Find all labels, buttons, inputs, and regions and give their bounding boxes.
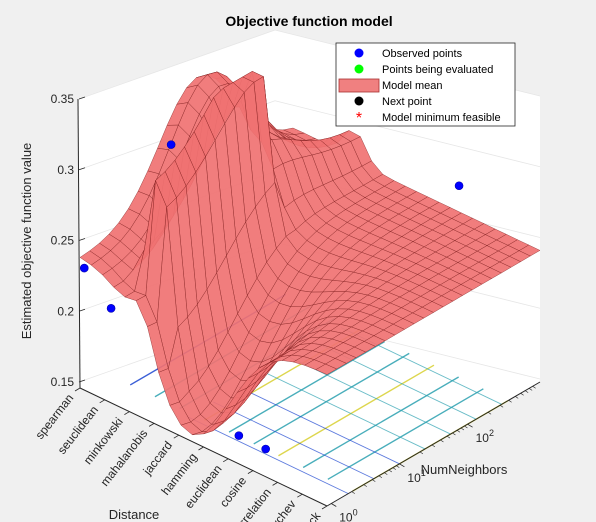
x-minor-tick [396, 465, 400, 468]
x-axis-ticks: 100 101 102 [331, 386, 536, 522]
z-axis-ticks: 0.15 0.2 0.25 0.3 0.35 [51, 92, 86, 389]
x-tick-label: 102 [476, 428, 494, 445]
x-minor-tick [487, 411, 492, 415]
x-minor-tick [392, 467, 396, 470]
legend: Observed points Points being evaluated Mod… [335, 42, 516, 127]
x-minor-tick [419, 451, 424, 455]
x-minor-tick [452, 432, 456, 436]
y-tick-mark [74, 387, 81, 392]
y-tick-mark [247, 470, 254, 474]
y-tick-mark [148, 423, 155, 427]
observed-point [166, 140, 176, 149]
x-minor-tick [525, 390, 529, 393]
x-minor-tick [363, 484, 367, 487]
y-tick-label: cosine [217, 474, 250, 510]
x-tick-label: 101 [407, 468, 425, 485]
x-minor-tick [431, 444, 436, 448]
z-axis-label: Estimated objective function value [19, 143, 34, 340]
contour-line [238, 386, 400, 465]
contour-line [264, 371, 426, 450]
model-mean-surface [79, 70, 541, 435]
x-minor-tick [520, 393, 524, 396]
legend-marker-patch [338, 78, 380, 93]
x-minor-tick [372, 479, 376, 482]
z-tick-mark [78, 379, 86, 383]
observed-point [261, 444, 270, 454]
z-tick-label: 0.3 [57, 163, 74, 177]
x-tick-label: 100 [339, 508, 357, 522]
legend-marker-2 [354, 64, 364, 74]
y-tick-mark [198, 446, 204, 451]
z-tick-label: 0.15 [51, 375, 75, 389]
observed-point [79, 263, 89, 273]
x-minor-tick [532, 386, 536, 389]
x-minor-tick [464, 425, 468, 429]
observed-point [234, 431, 244, 440]
x-minor-tick [456, 430, 461, 433]
y-tick-mark [222, 458, 229, 463]
y-tick-mark [124, 411, 130, 415]
x-tick-mark [399, 463, 405, 468]
grid-line [274, 100, 541, 168]
z-tick-mark [78, 238, 86, 241]
y-tick-mark [272, 482, 278, 486]
contour-line [253, 352, 410, 445]
y-tick-label: jaccard [140, 438, 175, 478]
x-minor-tick [460, 427, 465, 431]
contour-line [302, 376, 460, 469]
legend-label: Observed points [382, 48, 463, 60]
x-minor-tick [440, 439, 444, 443]
contour-line [278, 364, 435, 457]
z-tick-mark [78, 96, 86, 100]
x-minor-tick [446, 435, 451, 439]
z-tick-label: 0.2 [57, 304, 74, 318]
legend-marker-star: * [356, 110, 362, 127]
legend-label: Model minimum feasible [382, 112, 501, 124]
legend-marker-4 [354, 96, 364, 106]
surface-patch [315, 363, 338, 375]
y-axis-label: Distance [109, 507, 160, 522]
z-tick-mark [78, 167, 86, 171]
chart-title: Objective function model [225, 13, 392, 29]
x-minor-tick [351, 491, 355, 494]
legend-label: Points being evaluated [382, 64, 493, 76]
x-axis-label: NumNeighbors [421, 462, 508, 477]
y-tick-mark [99, 399, 105, 404]
legend-marker-1 [354, 48, 364, 58]
x-tick-mark [331, 503, 337, 507]
x-minor-tick [508, 400, 512, 403]
z-tick-label: 0.25 [51, 234, 75, 248]
observed-point [454, 181, 464, 191]
z-tick-mark [78, 308, 86, 312]
observed-points [79, 140, 464, 454]
y-tick-mark [297, 493, 303, 498]
contour-line [228, 340, 385, 433]
x-minor-tick [528, 388, 533, 391]
x-minor-tick [378, 475, 383, 479]
legend-label: Next point [382, 96, 432, 108]
x-minor-tick [388, 469, 393, 473]
x-minor-tick [515, 396, 519, 399]
y-tick-mark [321, 505, 328, 510]
z-tick-label: 0.35 [51, 92, 75, 106]
x-minor-tick [384, 472, 388, 475]
x-tick-mark [467, 423, 473, 428]
grid-line [78, 29, 276, 100]
y-tick-mark [173, 434, 180, 439]
observed-point [106, 304, 116, 313]
contour-line [327, 388, 484, 480]
x-minor-tick [499, 404, 504, 408]
contour-line [213, 401, 375, 480]
legend-label: Model mean [382, 80, 443, 92]
